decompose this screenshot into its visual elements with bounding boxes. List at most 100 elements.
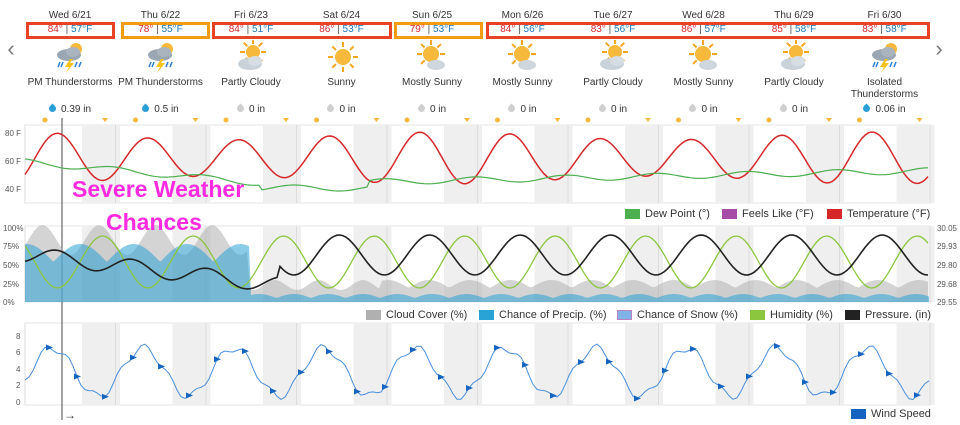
wind-axis-label: 4 <box>16 365 21 374</box>
high-temp: 84° <box>500 24 516 35</box>
high-temp: 83° <box>590 24 606 35</box>
high-temp: 83° <box>862 24 878 35</box>
wind-direction-arrow <box>914 392 921 399</box>
mostly-sunny-icon <box>507 40 541 74</box>
forecast-day-4[interactable]: Sun 6/25 79° | 53°F Mostly Sunny 0 in <box>387 0 477 122</box>
day-condition: Partly Cloudy <box>583 77 643 88</box>
wind-direction-arrow <box>298 369 305 376</box>
night-band <box>896 323 935 405</box>
sunny-icon <box>326 40 360 74</box>
day-precip: 0 in <box>297 103 387 115</box>
day-condition: Partly Cloudy <box>764 77 824 88</box>
wind-direction-arrow <box>46 344 53 351</box>
thunderstorm-icon <box>54 40 88 74</box>
night-band <box>715 125 754 203</box>
temp-axis-label: 80 F <box>5 129 21 138</box>
day-precip: 0.5 in <box>116 103 206 115</box>
night-band <box>353 125 392 203</box>
night-band <box>625 323 663 405</box>
day-condition: Partly Cloudy <box>221 77 281 88</box>
highlight-box-red <box>26 22 115 39</box>
sunset-marker <box>645 118 651 122</box>
partly-cloudy-icon <box>235 39 269 74</box>
night-band <box>82 323 120 405</box>
legend-cloud-cover: Cloud Cover (%) <box>366 309 467 321</box>
wind-direction-arrow <box>662 367 669 374</box>
night-band <box>353 323 392 405</box>
precip-axis-label: 100% <box>3 224 23 233</box>
wind-direction-arrow <box>858 351 865 358</box>
temperature-line <box>24 131 929 185</box>
precip-axis-label: 75% <box>3 242 19 251</box>
timeline-arrow-icon: → <box>64 408 76 422</box>
forecast-day-1[interactable]: Thu 6/22 78° | 55°F PM Thunderstorms 0.5 in <box>116 0 206 122</box>
sunset-marker <box>916 118 923 122</box>
high-temp: 78° <box>138 24 154 35</box>
high-temp: 86° <box>681 24 697 35</box>
low-temp: 51°F <box>252 24 274 35</box>
wind-direction-arrow <box>774 342 781 349</box>
legend-chance-snow: Chance of Snow (%) <box>617 309 738 321</box>
forecast-day-5[interactable]: Mon 6/26 84° | 56°F Mostly Sunny 0 in <box>478 0 568 122</box>
wind-direction-arrow <box>410 346 417 353</box>
day-temps: 79° | 53°F <box>409 24 455 35</box>
day-precip: 0 in <box>749 103 839 115</box>
forecast-day-0[interactable]: Wed 6/21 84° | 57°F PM Thunderstorms 0.39 i… <box>25 0 115 122</box>
day-date: Wed 6/21 <box>48 10 92 21</box>
wind-axis-label: 6 <box>16 348 21 357</box>
sunrise-marker <box>404 117 410 123</box>
sunrise-marker <box>585 117 591 123</box>
forecast-day-7[interactable]: Wed 6/28 86° | 57°F Mostly Sunny 0 in <box>659 0 749 122</box>
day-condition: Mostly Sunny <box>401 77 463 88</box>
wind-direction-arrow <box>634 395 641 402</box>
pressure-axis-label: 30.05 <box>937 224 958 233</box>
legend-pressure: Pressure. (in) <box>845 309 931 321</box>
pressure-axis-label: 29.80 <box>937 261 958 270</box>
day-date: Sun 6/25 <box>411 10 453 21</box>
forecast-day-9[interactable]: Fri 6/30 83° | 58°F Isolated Thunderstorms… <box>840 0 930 122</box>
night-band <box>534 125 573 203</box>
sunrise-marker <box>676 117 681 123</box>
wind-direction-arrow <box>214 356 221 363</box>
wind-direction-arrow <box>690 345 697 352</box>
wind-direction-arrow <box>354 388 361 395</box>
wind-direction-arrow <box>802 379 809 386</box>
sunset-marker <box>373 118 380 122</box>
sunset-marker <box>192 118 199 122</box>
wind-direction-arrow <box>438 374 445 381</box>
low-temp: 53°F <box>433 24 455 35</box>
high-temp: 84° <box>228 24 244 35</box>
chevron-right-icon[interactable]: › <box>935 36 943 61</box>
wind-direction-arrow <box>606 358 613 365</box>
precip-axis-label: 0% <box>3 298 15 307</box>
day-date: Thu 6/29 <box>774 10 814 21</box>
partly-cloudy-icon <box>597 39 631 74</box>
day-date: Fri 6/30 <box>867 10 902 21</box>
night-band <box>263 323 301 405</box>
chevron-left-icon[interactable]: ‹ <box>7 36 15 61</box>
wind-direction-arrow <box>494 344 501 351</box>
wind-direction-arrow <box>578 359 585 366</box>
forecast-day-strip: Wed 6/21 84° | 57°F PM Thunderstorms 0.39 i… <box>25 0 930 122</box>
pressure-axis-label: 29.68 <box>937 280 958 289</box>
pressure-line <box>24 234 929 290</box>
day-precip: 0.06 in <box>840 103 930 115</box>
night-band <box>806 323 844 405</box>
wind-direction-arrow <box>382 383 389 390</box>
forecast-day-8[interactable]: Thu 6/29 85° | 58°F Partly Cloudy 0 in <box>749 0 839 122</box>
forecast-day-3[interactable]: Sat 6/24 86° | 53°F Sunny 0 in <box>297 0 387 122</box>
severe-weather-annotation: Severe Weather <box>72 176 245 202</box>
forecast-day-6[interactable]: Tue 6/27 83° | 56°F Partly Cloudy 0 in <box>568 0 658 122</box>
wind-direction-arrow <box>522 361 529 368</box>
high-temp: 84° <box>47 24 63 35</box>
low-temp: 57°F <box>71 24 93 35</box>
forecast-day-2[interactable]: Fri 6/23 84° | 51°F Partly Cloudy 0 in <box>206 0 296 122</box>
low-temp: 57°F <box>704 24 726 35</box>
night-band <box>172 323 211 405</box>
day-condition: Isolated Thunderstorms <box>850 77 919 100</box>
wind-direction-arrow <box>74 373 81 380</box>
wind-axis-label: 8 <box>16 332 21 341</box>
night-band <box>806 125 844 203</box>
day-precip: 0 in <box>659 103 749 115</box>
day-condition: PM Thunderstorms <box>27 77 113 88</box>
